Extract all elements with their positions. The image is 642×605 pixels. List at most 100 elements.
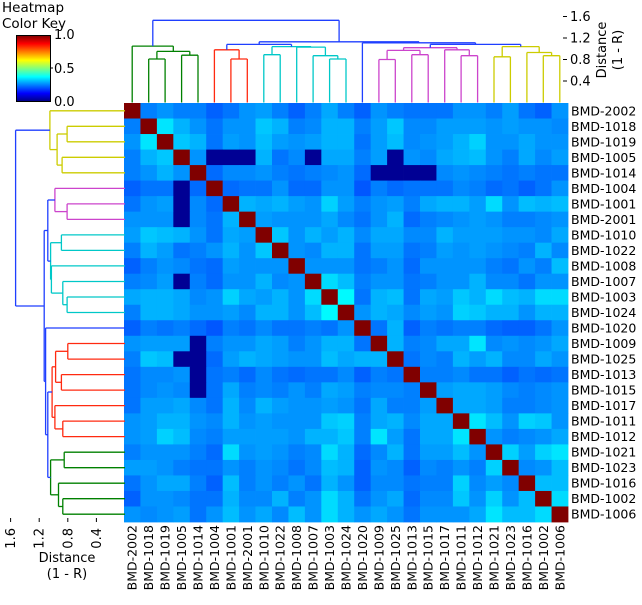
heatmap-cell — [304, 103, 322, 119]
heatmap-cell — [189, 459, 207, 476]
heatmap-cell — [518, 149, 536, 166]
heatmap-cell — [239, 397, 256, 414]
heatmap-cell — [387, 134, 404, 150]
heatmap-cell — [124, 506, 141, 523]
heatmap-cell — [173, 211, 191, 228]
heatmap-cell — [436, 134, 454, 150]
heatmap-cell — [288, 118, 306, 135]
heatmap-cell — [173, 103, 191, 119]
heatmap-cell — [370, 459, 388, 476]
heatmap-cell — [222, 320, 240, 337]
heatmap-cell — [403, 397, 421, 414]
heatmap-cell — [156, 227, 174, 244]
heatmap-cell — [452, 444, 470, 461]
heatmap-cell — [535, 475, 552, 492]
heatmap-cell — [304, 149, 322, 166]
heatmap-cell — [535, 149, 552, 166]
heatmap-cell — [239, 475, 256, 492]
heatmap-cell — [452, 475, 470, 492]
heatmap-cell — [485, 335, 503, 352]
axis-tick-label: 1.2 — [570, 32, 591, 47]
heatmap-cell — [370, 490, 388, 507]
column-label: BMD-1016 — [519, 525, 534, 590]
heatmap-cell — [189, 211, 207, 228]
heatmap-cell — [140, 506, 158, 523]
heatmap-cell — [321, 335, 339, 352]
heatmap-cell — [189, 165, 207, 181]
heatmap-cell — [156, 335, 174, 352]
column-label: BMD-1001 — [223, 525, 238, 590]
column-label: BMD-1017 — [437, 525, 452, 590]
heatmap-cell — [354, 413, 372, 430]
heatmap-cell — [288, 227, 306, 244]
heatmap-cell — [354, 320, 372, 337]
color-key-title: Color Key — [2, 16, 66, 32]
row-label: BMD-1003 — [571, 290, 636, 305]
heatmap-cell — [420, 366, 437, 383]
heatmap-cell — [206, 227, 224, 244]
heatmap-cell — [206, 211, 224, 228]
heatmap-cell — [535, 289, 552, 306]
heatmap-cell — [156, 444, 174, 461]
heatmap-cell — [304, 397, 322, 414]
heatmap-cell — [387, 258, 404, 275]
heatmap-cell — [255, 289, 273, 306]
heatmap-cell — [272, 335, 289, 352]
heatmap-cell — [124, 289, 141, 306]
heatmap-cell — [370, 211, 388, 228]
heatmap-cell — [173, 227, 191, 244]
heatmap-cell — [156, 382, 174, 399]
heatmap-cell — [321, 134, 339, 150]
heatmap-cell — [272, 459, 289, 476]
heatmap-cell — [189, 118, 207, 135]
heatmap-cell — [354, 258, 372, 275]
heatmap-cell — [354, 351, 372, 368]
heatmap-cell — [502, 304, 520, 321]
heatmap-cell — [124, 428, 141, 445]
heatmap-cell — [387, 320, 404, 337]
heatmap-cell — [469, 490, 487, 507]
heatmap-cell — [436, 397, 454, 414]
heatmap-cell — [206, 165, 224, 181]
row-dendrogram-axis: Distance (1 - R) 1.6 1.2 0.8 0.4 — [4, 518, 105, 582]
column-label: BMD-1019 — [158, 525, 173, 590]
heatmap-cell — [222, 335, 240, 352]
heatmap-cell — [206, 444, 224, 461]
heatmap-cell — [436, 273, 454, 290]
heatmap-cell — [173, 351, 191, 368]
heatmap-cell — [485, 149, 503, 166]
heatmap-cell — [370, 304, 388, 321]
heatmap-cell — [222, 273, 240, 290]
heatmap-cell — [255, 382, 273, 399]
heatmap-cell — [288, 397, 306, 414]
heatmap-cell — [255, 366, 273, 383]
heatmap-cell — [222, 118, 240, 135]
heatmap-cell — [140, 273, 158, 290]
heatmap-cell — [354, 397, 372, 414]
heatmap-cell — [518, 134, 536, 150]
heatmap-cell — [222, 165, 240, 181]
heatmap-cell — [255, 211, 273, 228]
heatmap-cell — [469, 180, 487, 197]
heatmap-cell — [124, 490, 141, 507]
heatmap-cell — [255, 351, 273, 368]
heatmap-cell — [222, 242, 240, 259]
heatmap-cell — [436, 366, 454, 383]
heatmap-cell — [387, 506, 404, 523]
heatmap-cell — [436, 320, 454, 337]
heatmap-cell — [403, 490, 421, 507]
heatmap-cell — [551, 149, 569, 166]
heatmap-cell — [436, 227, 454, 244]
heatmap-cell — [124, 227, 141, 244]
heatmap-cell — [206, 490, 224, 507]
heatmap-cell — [469, 258, 487, 275]
heatmap-cell — [206, 304, 224, 321]
heatmap-cell — [124, 444, 141, 461]
column-label: BMD-1004 — [207, 525, 222, 590]
heatmap-cell — [502, 382, 520, 399]
heatmap-cell — [502, 506, 520, 523]
heatmap-cell — [551, 351, 569, 368]
heatmap-cell — [304, 351, 322, 368]
heatmap-cell — [387, 242, 404, 259]
heatmap-cell — [189, 382, 207, 399]
